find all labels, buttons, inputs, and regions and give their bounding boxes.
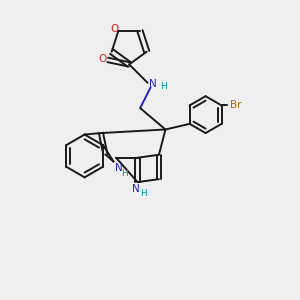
Text: H: H xyxy=(160,82,167,91)
Text: N: N xyxy=(115,163,123,173)
Text: N: N xyxy=(149,79,157,89)
Text: O: O xyxy=(111,24,119,34)
Text: H: H xyxy=(140,189,147,198)
Text: Br: Br xyxy=(230,100,241,110)
Text: H: H xyxy=(122,169,128,178)
Text: O: O xyxy=(98,54,106,64)
Text: N: N xyxy=(132,184,140,194)
